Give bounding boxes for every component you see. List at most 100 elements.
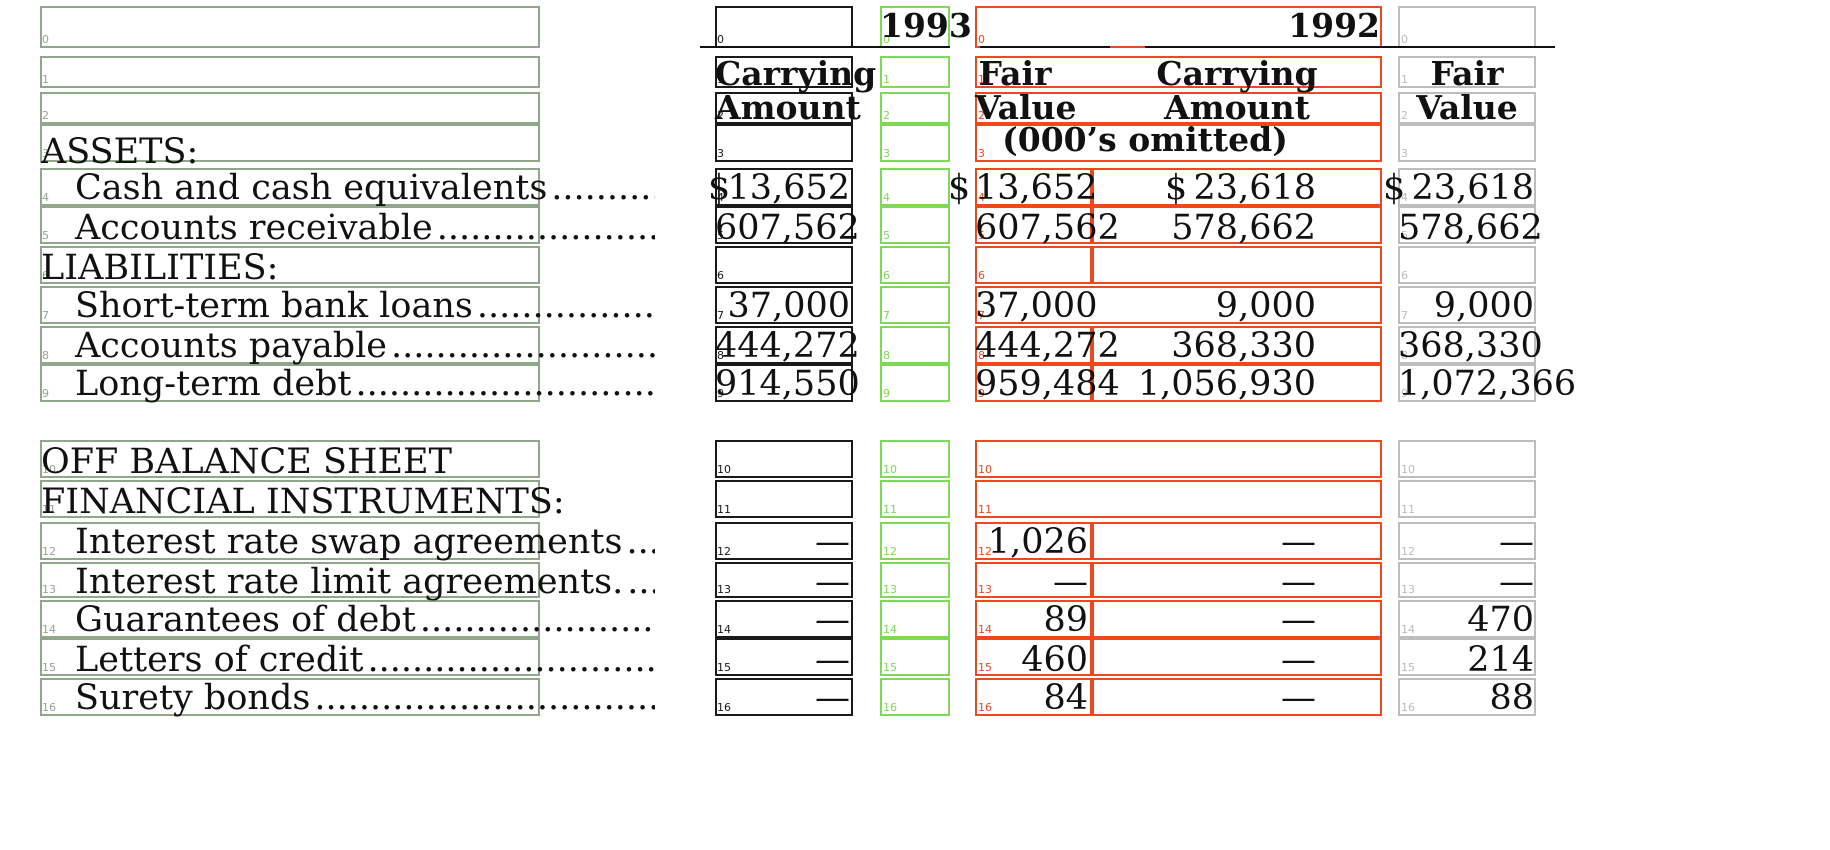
fair-value-93-value: 444,272 xyxy=(975,326,1120,366)
row-box-fair-92 xyxy=(1398,326,1536,364)
box-index-label: 7 xyxy=(717,309,724,322)
box-index-label: 4 xyxy=(1401,191,1408,204)
row-box-fair-92 xyxy=(1398,480,1536,518)
carrying-amount-93-value: 37,000 xyxy=(727,286,850,326)
leader-dots: ........................................… xyxy=(314,678,655,718)
row-box-carrying-93 xyxy=(715,440,853,478)
row-box-1993 xyxy=(880,522,950,560)
leader-dots: ........................................… xyxy=(551,168,655,208)
row-label: Long-term debt xyxy=(75,364,352,404)
row-box-label xyxy=(40,246,540,284)
row-box-carrying-93 xyxy=(715,480,853,518)
leader-dots: ........................................… xyxy=(355,364,656,404)
row-box-label xyxy=(40,56,540,88)
row-label: Guarantees of debt xyxy=(75,600,416,640)
row-box-1992 xyxy=(1092,678,1382,716)
row-label: Interest rate swap agreements xyxy=(75,522,623,562)
box-index-label: 13 xyxy=(883,583,897,596)
row-box-1992 xyxy=(975,440,1382,478)
fair-value-92-line1: Fair xyxy=(1430,54,1504,93)
row-box-1992 xyxy=(1092,522,1382,560)
row-box-fair-93 xyxy=(975,246,1092,284)
fair-value-93-value: 460 xyxy=(1021,640,1088,680)
leader-dots: ........................................… xyxy=(627,562,655,602)
row-label: Letters of credit xyxy=(75,640,364,680)
header-rule-1993 xyxy=(700,46,950,48)
row-box-1993 xyxy=(880,326,950,364)
box-index-label: 1 xyxy=(978,73,985,86)
carrying-amount-93-value: — xyxy=(815,640,850,680)
box-index-label: 12 xyxy=(883,545,897,558)
row-box-1993 xyxy=(880,562,950,598)
row-box-fair-92 xyxy=(1398,286,1536,324)
box-index-label: 10 xyxy=(1401,463,1415,476)
row-box-label xyxy=(40,206,540,244)
fair-value-93-value: 37,000 xyxy=(975,286,1098,326)
row-box-1993 xyxy=(880,168,950,206)
row-box-1993 xyxy=(880,206,950,244)
box-index-label: 2 xyxy=(978,109,985,122)
row-box-fair-93 xyxy=(975,522,1092,560)
fair-value-93-value: 84 xyxy=(1043,678,1088,718)
row-box-fair-92 xyxy=(1398,124,1536,162)
box-index-label: 5 xyxy=(42,229,49,242)
row-box-1993 xyxy=(880,92,950,124)
box-index-label: 8 xyxy=(1401,349,1408,362)
row-box-1992 xyxy=(1092,562,1382,598)
row-label: OFF BALANCE SHEET xyxy=(41,442,452,482)
row-box-carrying-93 xyxy=(715,92,853,124)
row-box-carrying-93 xyxy=(715,326,853,364)
row-label: Short-term bank loans xyxy=(75,286,473,326)
box-index-label: 9 xyxy=(42,387,49,400)
box-index-label: 16 xyxy=(883,701,897,714)
box-index-label: 12 xyxy=(978,545,992,558)
carrying-amount-92-value: — xyxy=(1281,678,1316,718)
box-index-label: 10 xyxy=(42,463,56,476)
carrying-amount-93-value: — xyxy=(815,600,850,640)
box-index-label: 5 xyxy=(717,229,724,242)
box-index-label: 5 xyxy=(883,229,890,242)
box-index-label: 14 xyxy=(883,623,897,636)
dollar-sign-92-carrying: $ xyxy=(1165,168,1188,208)
box-index-label: 10 xyxy=(978,463,992,476)
row-box-fair-92 xyxy=(1398,6,1536,48)
row-box-1993 xyxy=(880,124,950,162)
box-index-label: 4 xyxy=(42,191,49,204)
box-index-label: 13 xyxy=(1401,583,1415,596)
row-box-1992 xyxy=(1092,638,1382,676)
row-box-label xyxy=(40,638,540,676)
row-box-label xyxy=(40,326,540,364)
carrying-amount-93-value: — xyxy=(815,678,850,718)
box-index-label: 6 xyxy=(883,269,890,282)
box-index-label: 3 xyxy=(1401,147,1408,160)
fair-value-92-value: — xyxy=(1499,562,1534,602)
box-index-label: 6 xyxy=(717,269,724,282)
box-index-label: 9 xyxy=(978,387,985,400)
box-index-label: 11 xyxy=(717,503,731,516)
row-box-1992 xyxy=(1092,206,1382,244)
box-index-label: 16 xyxy=(978,701,992,714)
box-index-label: 8 xyxy=(978,349,985,362)
row-box-fair-93 xyxy=(975,364,1092,402)
row-box-label xyxy=(40,480,540,518)
row-box-carrying-93 xyxy=(715,286,853,324)
row-box-1992 xyxy=(975,92,1382,124)
row-box-label xyxy=(40,168,540,206)
box-index-label: 0 xyxy=(978,33,985,46)
carrying-amount-93-value: 914,550 xyxy=(715,364,860,404)
fair-value-93-line2: Value xyxy=(975,88,1077,127)
row-box-1992 xyxy=(1092,364,1382,402)
row-label: Interest rate limit agreements. xyxy=(75,562,624,602)
row-box-fair-92 xyxy=(1398,168,1536,206)
row-box-label xyxy=(40,124,540,162)
dollar-sign-92-fair: $ xyxy=(1383,168,1406,208)
box-index-label: 13 xyxy=(42,583,56,596)
box-index-label: 6 xyxy=(42,269,49,282)
row-box-1993 xyxy=(880,246,950,284)
box-index-label: 2 xyxy=(42,109,49,122)
row-box-fair-92 xyxy=(1398,678,1536,716)
box-index-label: 11 xyxy=(1401,503,1415,516)
box-index-label: 0 xyxy=(42,33,49,46)
row-box-carrying-93 xyxy=(715,246,853,284)
row-box-fair-92 xyxy=(1398,638,1536,676)
